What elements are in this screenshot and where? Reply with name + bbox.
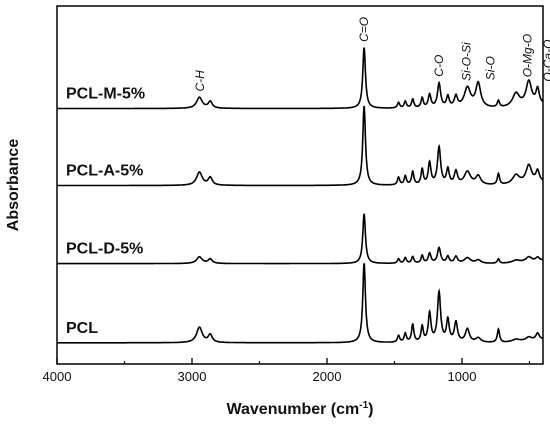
peak-label-o-mg-o: O-Mg-O <box>521 34 535 77</box>
x-tick-label-3000: 3000 <box>178 369 207 384</box>
x-axis-ticks: 4000 3000 2000 1000 <box>43 358 531 384</box>
annotation-layer: C-H C=O C-O Si-O-Si Si-O O-Mg-O O-Ca-O <box>193 17 550 92</box>
x-axis-title-main: Wavenumber (cm <box>226 401 359 418</box>
x-axis-title-sup: -1 <box>359 400 368 411</box>
series-layer <box>57 47 544 344</box>
x-tick-label-2000: 2000 <box>313 369 342 384</box>
peak-label-c-h: C-H <box>193 70 207 92</box>
peak-label-si-o: Si-O <box>484 56 498 80</box>
peak-label-c-o: C=O <box>357 17 371 42</box>
series-line-pcl <box>57 263 544 344</box>
x-axis-title-close: ) <box>368 401 373 418</box>
series-label-pcl-m-5-: PCL-M-5% <box>66 86 145 103</box>
x-axis-title: Wavenumber (cm-1) <box>226 400 373 418</box>
series-line-pcl-d-5- <box>57 213 544 265</box>
y-axis-title: Absorbance <box>5 139 22 232</box>
x-tick-label-4000: 4000 <box>43 369 72 384</box>
series-label-pcl: PCL <box>66 320 98 337</box>
peak-label-si-o-si: Si-O-Si <box>460 42 474 81</box>
series-label-pcl-a-5-: PCL-A-5% <box>66 163 143 180</box>
series-label-pcl-d-5-: PCL-D-5% <box>66 241 143 258</box>
peak-label-o-ca-o: O-Ca-O <box>541 40 550 82</box>
series-line-pcl-a-5- <box>57 105 544 187</box>
series-label-layer: PCL-M-5% PCL-A-5% PCL-D-5% PCL <box>66 86 145 337</box>
series-line-pcl-m-5- <box>57 47 544 110</box>
x-tick-label-1000: 1000 <box>448 369 477 384</box>
peak-label-c-o: C-O <box>432 55 446 77</box>
